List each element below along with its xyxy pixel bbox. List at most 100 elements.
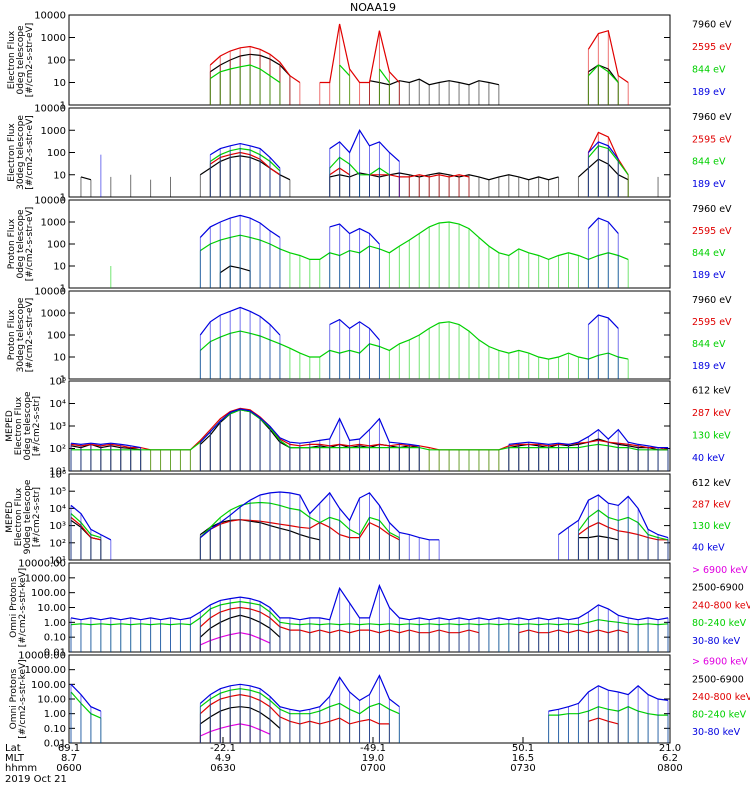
series-line: [199, 221, 629, 261]
y-tick-label: 10000.00: [18, 651, 66, 662]
y-axis-label: Proton Flux: [7, 309, 17, 360]
y-tick-label: 1000: [41, 33, 66, 44]
legend-entry: 130 keV: [692, 521, 731, 532]
series-line: [200, 632, 271, 646]
y-tick-label: 1.00: [44, 618, 66, 629]
panel-8: 10000.00 1000.00 100.00 10.00 1.00 0.10 0.01 Om…: [9, 651, 750, 750]
y-axis-label: Omni Protons: [9, 577, 19, 638]
y-tick-label: 0.01: [44, 739, 66, 750]
legend-entry: 7960 eV: [692, 112, 732, 123]
y-axis-label: [#/cm2-s-str-keV]: [18, 568, 28, 647]
y-tick-label: 10⁴: [49, 399, 66, 410]
time-tick-label: 6.2: [662, 753, 678, 764]
y-tick-label: 100: [47, 240, 66, 251]
series-4: [100, 129, 619, 197]
series-line: [209, 53, 619, 86]
legend-entry: 844 eV: [692, 339, 726, 350]
y-tick-label: 1000: [41, 126, 66, 137]
series-line: [70, 491, 669, 541]
series-3: [209, 64, 619, 105]
y-tick-label: 1000: [41, 218, 66, 229]
series-5: [70, 583, 669, 652]
series-line: [209, 64, 619, 83]
y-axis-label: [#/cm2-s-str-keV]: [18, 659, 28, 738]
y-tick-label: 10000: [34, 11, 66, 22]
series-line: [199, 606, 629, 634]
y-tick-label: 10: [53, 262, 66, 273]
legend-entry: 189 eV: [692, 361, 726, 372]
y-tick-label: 10: [53, 78, 66, 89]
y-axis-label: [#/cm2-s-str-eV]: [25, 23, 35, 98]
panels-group: 10000 1000 100 10 1 Electron Flux 0deg telesco…: [5, 11, 750, 750]
time-tick-label: 0630: [210, 763, 235, 774]
legend-entry: 30-80 keV: [692, 727, 741, 738]
legend-entry: 7960 eV: [692, 204, 732, 215]
series-line: [70, 583, 669, 621]
panel-7: 10000.00 1000.00 100.00 10.00 1.00 0.10 0.01 Om…: [9, 559, 750, 659]
y-tick-label: 10.00: [37, 695, 66, 706]
legend-entry: 30-80 keV: [692, 636, 741, 647]
y-axis-label: [#/cm2-s-str]: [32, 396, 42, 456]
y-tick-label: 10: [53, 353, 66, 364]
series-line: [70, 408, 668, 449]
legend-entry: 612 keV: [692, 385, 731, 396]
y-axis-label: 90deg telescope: [23, 479, 33, 554]
series-line: [199, 214, 619, 245]
y-tick-label: 10²: [49, 538, 66, 549]
legend-entry: > 6900 keV: [692, 657, 748, 668]
legend-entry: 40 keV: [692, 542, 725, 553]
date-label: 2019 Oct 21: [5, 774, 67, 785]
legend-entry: 287 keV: [692, 408, 731, 419]
panel-1: 10000 1000 100 10 1 Electron Flux 0deg telesco…: [7, 11, 732, 112]
legend-entry: 2595 eV: [692, 134, 732, 145]
series-1: [219, 265, 251, 288]
y-tick-label: 10¹: [49, 467, 66, 478]
y-tick-label: 100.00: [31, 588, 66, 599]
time-tick-label: 16.5: [512, 753, 534, 764]
time-tick-label: 69.1: [58, 743, 80, 754]
y-axis-label: 0deg telescope: [23, 391, 33, 461]
y-axis-label: Proton Flux: [7, 218, 17, 269]
time-row-label: MLT: [5, 753, 25, 764]
legend-entry: 2595 eV: [692, 42, 732, 53]
y-tick-label: 100: [47, 331, 66, 342]
y-tick-label: 1: [60, 193, 66, 204]
series-4: [199, 214, 619, 288]
legend-entry: 844 eV: [692, 157, 726, 168]
y-tick-label: 1: [60, 375, 66, 386]
series-line: [199, 693, 619, 725]
time-tick-label: 0700: [360, 763, 385, 774]
series-line: [209, 131, 629, 178]
legend-entry: 189 eV: [692, 87, 726, 98]
series-line: [199, 306, 619, 341]
y-axis-label: MEPED: [5, 410, 15, 442]
y-axis-label: Electron Flux: [14, 487, 24, 546]
legend-entry: 80-240 keV: [692, 618, 747, 629]
y-tick-label: 10.00: [37, 603, 66, 614]
series-3: [199, 693, 619, 743]
y-axis-label: [#/cm2-s-str]: [32, 487, 42, 547]
y-axis-label: [#/cm2-s-str-eV]: [25, 207, 35, 282]
time-tick-label: 0800: [657, 763, 682, 774]
legend-entry: 2595 eV: [692, 317, 732, 328]
series-line: [209, 23, 629, 84]
y-tick-label: 10000: [34, 196, 66, 207]
series-line: [70, 674, 669, 712]
y-tick-label: 10⁶: [49, 470, 66, 481]
y-tick-label: 1.00: [44, 709, 66, 720]
y-tick-label: 1000.00: [25, 573, 66, 584]
series-4: [70, 491, 669, 560]
series-1: [209, 53, 619, 105]
time-tick-label: 21.0: [659, 743, 681, 754]
time-row-label: hhmm: [5, 763, 37, 774]
legend-entry: 7960 eV: [692, 295, 732, 306]
chart-title: NOAA19: [350, 1, 396, 14]
time-tick-label: 4.9: [215, 753, 231, 764]
y-axis-label: 0deg telescope: [16, 209, 26, 279]
legend-entry: 844 eV: [692, 64, 726, 75]
series-line: [219, 265, 251, 274]
y-axis-label: 30deg telescope: [16, 115, 26, 190]
series-line: [70, 519, 619, 541]
legend-entry: 2500-6900: [692, 583, 744, 594]
